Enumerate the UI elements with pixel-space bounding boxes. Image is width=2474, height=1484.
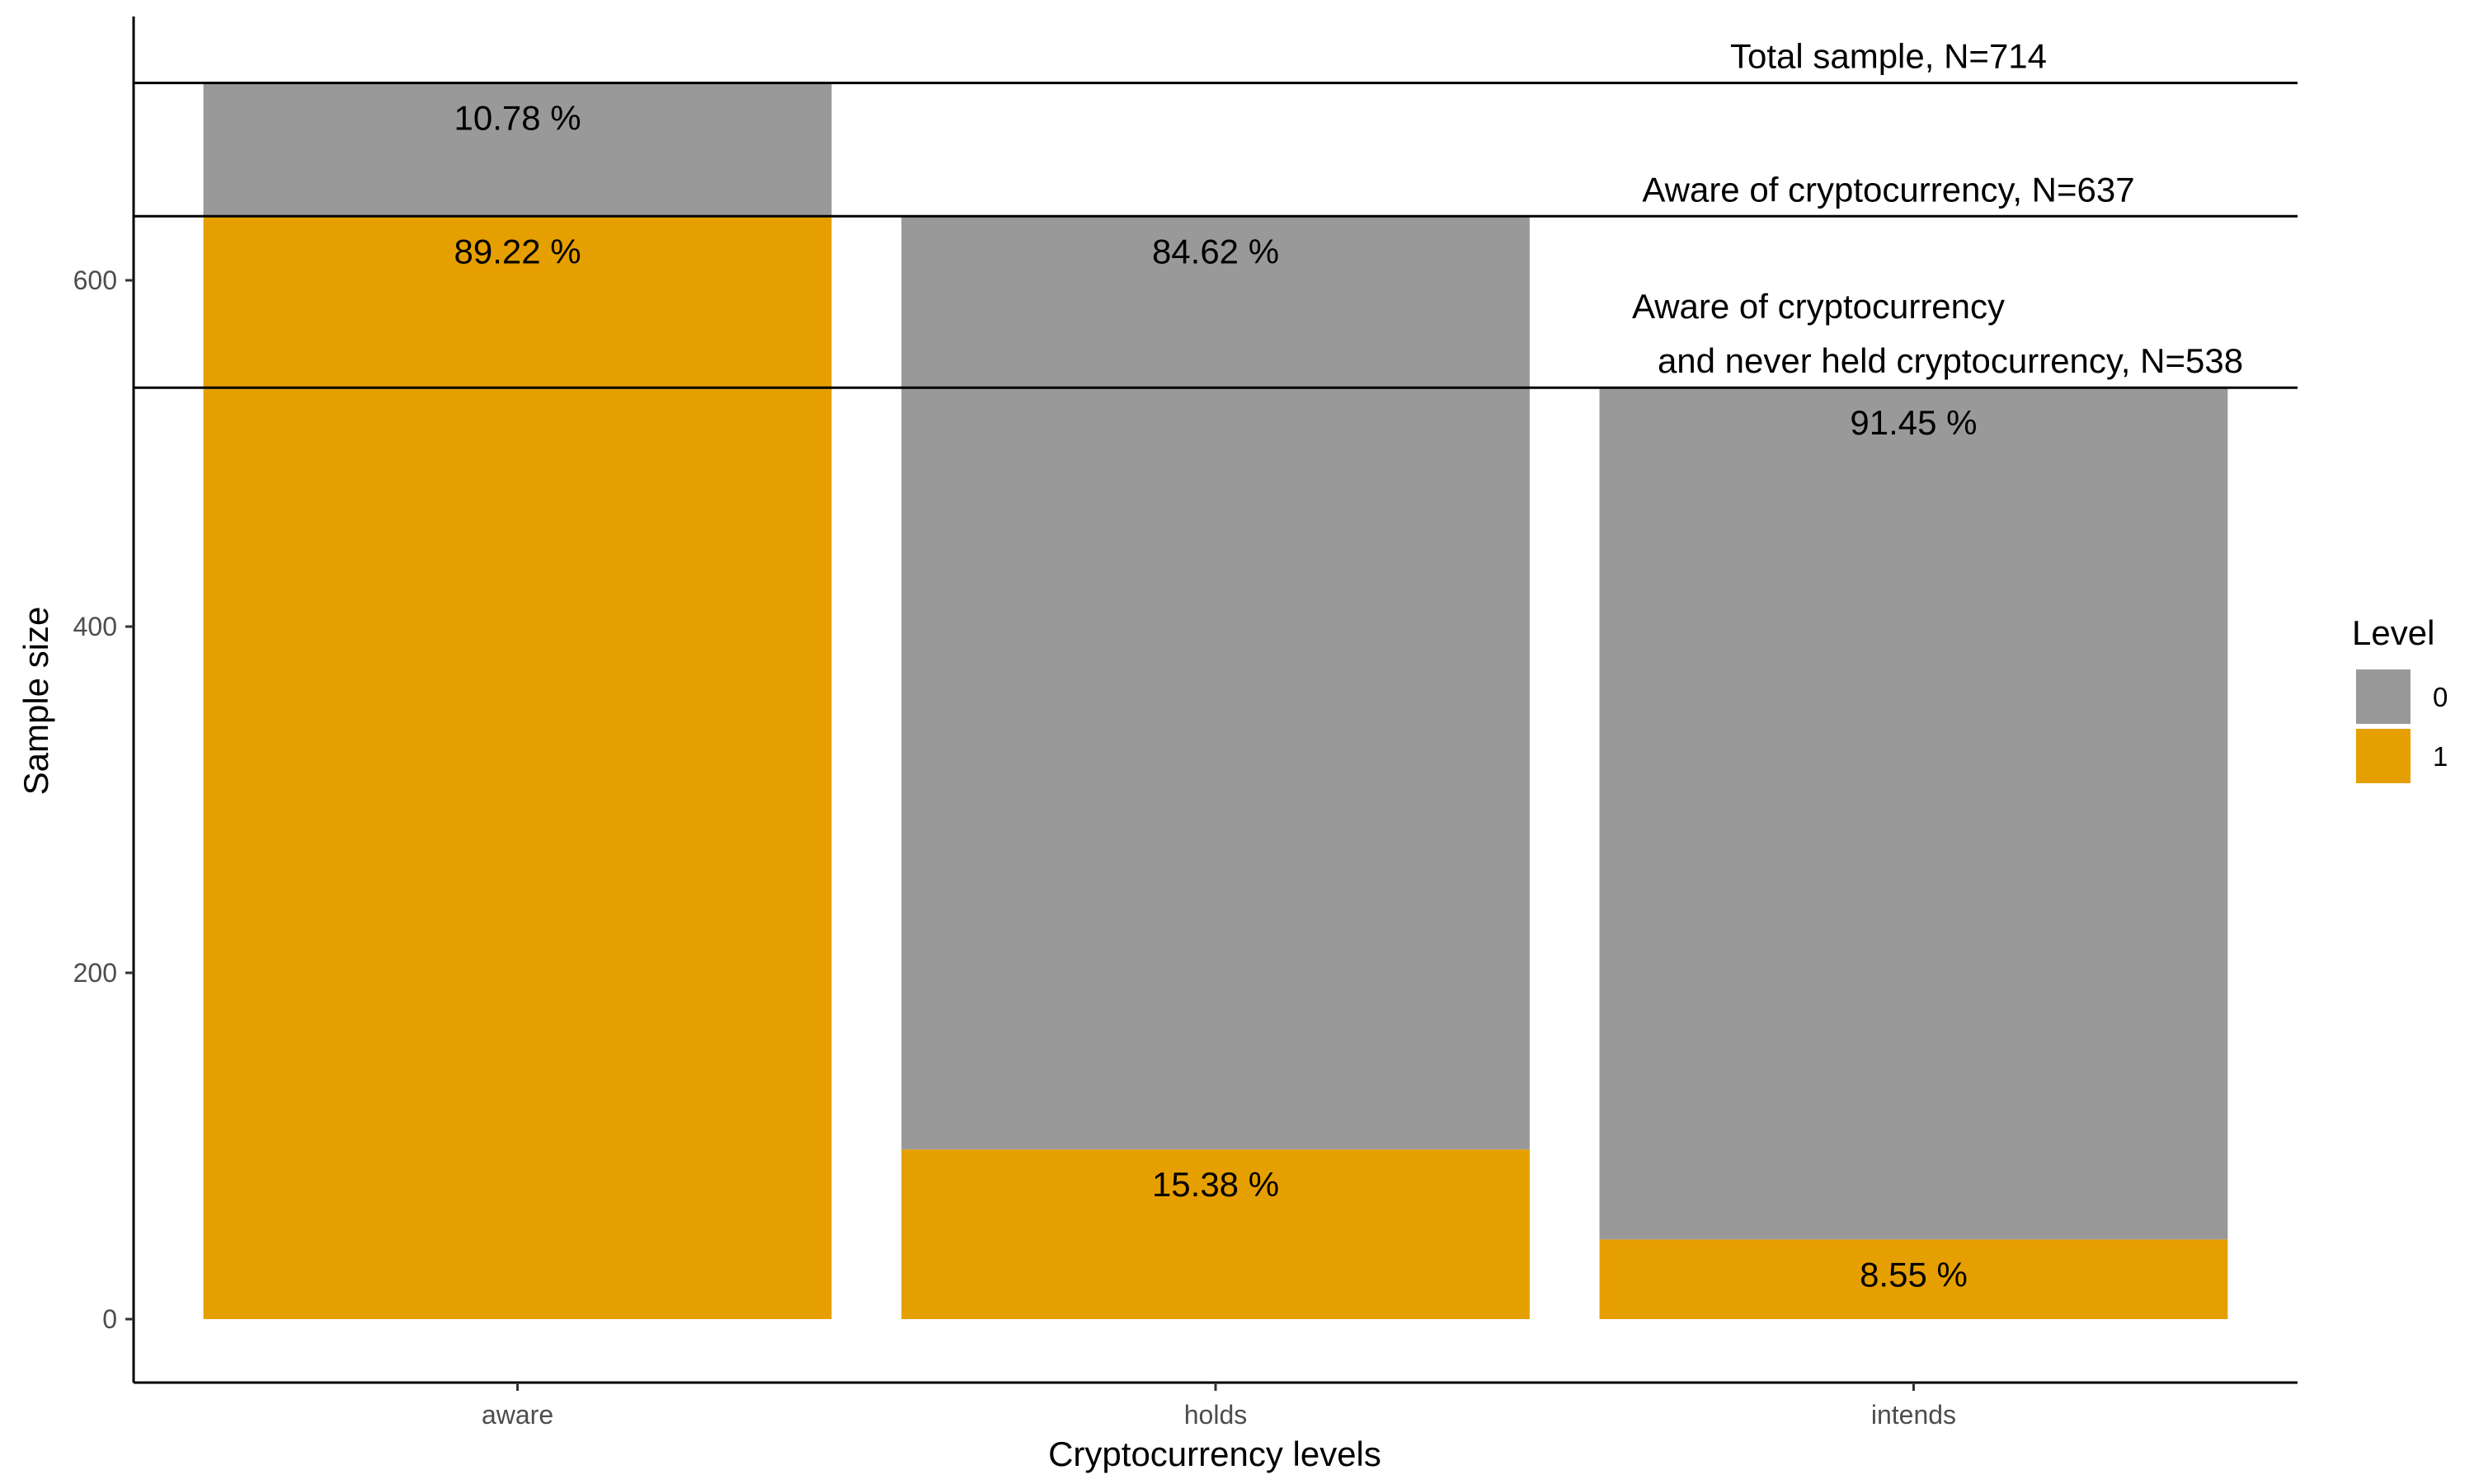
y-tick-label-400: 400	[73, 612, 117, 641]
bar-intends-level-0	[1599, 387, 2228, 1240]
x-axis-title: Cryptocurrency levels	[1048, 1435, 1381, 1473]
y-tick-label-200: 200	[73, 958, 117, 988]
reference-lines-layer: Total sample, N=714 Aware of cryptocurren…	[134, 37, 2298, 389]
x-tick-label-holds: holds	[1184, 1400, 1248, 1430]
y-tick-label-600: 600	[73, 265, 117, 295]
bar-label-aware-level-1: 89.22 %	[454, 232, 581, 270]
bar-label-holds-level-0: 84.62 %	[1152, 232, 1279, 270]
bar-label-intends-level-1: 8.55 %	[1860, 1255, 1968, 1294]
bar-aware-level-1	[203, 216, 832, 1319]
bar-label-intends-level-0: 91.45 %	[1850, 403, 1977, 442]
bars-layer: 89.22 % 15.38 % 8.55 % 10.78 % 84.62 % 91.45 …	[203, 82, 2228, 1319]
reference-line-label-1: Total sample, N=714	[1730, 37, 2047, 76]
x-tick-label-aware: aware	[482, 1400, 553, 1430]
legend-label-0: 0	[2433, 682, 2448, 712]
legend-key-0	[2356, 669, 2411, 724]
legend-title: Level	[2352, 613, 2434, 652]
bar-aware-level-0	[203, 82, 832, 217]
bar-intends-level-1	[1599, 1239, 2228, 1319]
bar-holds-level-0	[901, 216, 1530, 1150]
bar-holds-level-1	[901, 1149, 1530, 1319]
bar-label-holds-level-1: 15.38 %	[1152, 1165, 1279, 1204]
reference-line-label-2: Aware of cryptocurrency, N=637	[1642, 170, 2134, 209]
y-axis-title: Sample size	[16, 607, 55, 796]
y-tick-label-0: 0	[102, 1304, 117, 1334]
legend-key-1	[2356, 729, 2411, 783]
axes-layer: 0 200 400 600 aware holds intends	[73, 16, 2298, 1430]
x-tick-label-intends: intends	[1871, 1400, 1956, 1430]
bar-label-aware-level-0: 10.78 %	[454, 99, 581, 138]
reference-line-label-3-line-2: and never held cryptocurrency, N=538	[1658, 341, 2243, 380]
legend: Level 0 1	[2352, 613, 2448, 783]
reference-line-label-3-line-1: Aware of cryptocurrency	[1632, 287, 2005, 326]
legend-label-1: 1	[2433, 741, 2448, 772]
